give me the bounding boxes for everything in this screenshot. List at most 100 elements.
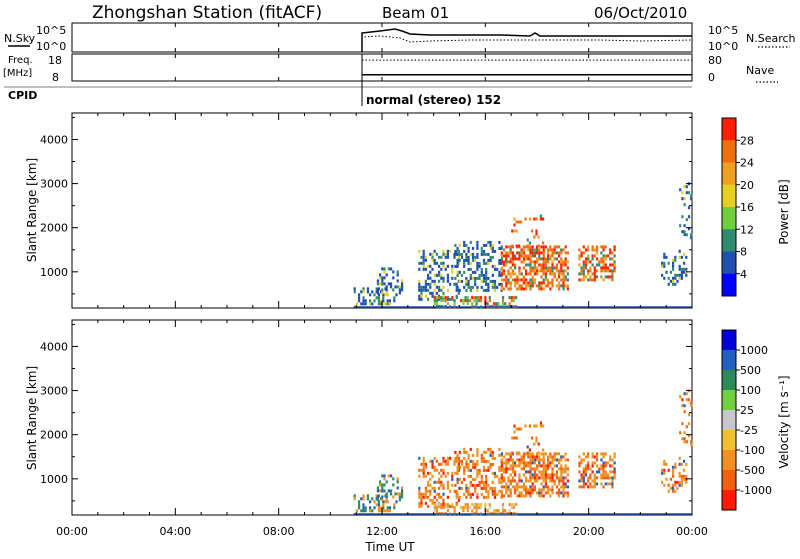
heatmap-cell bbox=[521, 458, 523, 461]
heatmap-cell bbox=[487, 302, 489, 305]
heatmap-cell bbox=[594, 485, 596, 488]
heatmap-cell bbox=[489, 296, 491, 299]
heatmap-cell bbox=[434, 466, 436, 469]
heatmap-cell bbox=[551, 278, 553, 281]
heatmap-cell bbox=[418, 475, 420, 478]
heatmap-cell bbox=[603, 461, 605, 464]
heatmap-cell bbox=[507, 488, 509, 491]
heatmap-cell bbox=[459, 451, 461, 454]
heatmap-cell bbox=[492, 265, 494, 268]
heatmap-cell bbox=[529, 284, 531, 287]
heatmap-cell bbox=[556, 491, 558, 494]
heatmap-cell bbox=[529, 488, 531, 491]
heatmap-cell bbox=[427, 283, 429, 286]
heatmap-cell bbox=[529, 467, 531, 470]
heatmap-cell bbox=[481, 460, 483, 463]
heatmap-cell bbox=[485, 460, 487, 463]
heatmap-cell bbox=[538, 284, 540, 287]
heatmap-cell bbox=[386, 492, 388, 495]
heatmap-cell bbox=[431, 463, 433, 466]
heatmap-cell bbox=[457, 478, 459, 481]
heatmap-cell bbox=[605, 245, 607, 248]
heatmap-cell bbox=[686, 233, 688, 236]
heatmap-cell bbox=[505, 461, 507, 464]
heatmap-cell bbox=[549, 287, 551, 290]
heatmap-cell bbox=[567, 278, 569, 281]
heatmap-cell bbox=[463, 478, 465, 481]
heatmap-cell bbox=[521, 491, 523, 494]
heatmap-cell bbox=[562, 269, 564, 272]
freq-panel bbox=[72, 54, 692, 81]
heatmap-cell bbox=[523, 485, 525, 488]
heatmap-cell bbox=[538, 464, 540, 467]
heatmap-cell bbox=[487, 493, 489, 496]
heatmap-cell bbox=[504, 302, 506, 305]
heatmap-cell bbox=[672, 277, 674, 280]
heatmap-cell bbox=[543, 257, 545, 260]
heatmap-cell bbox=[603, 278, 605, 281]
heatmap-cell bbox=[532, 488, 534, 491]
heatmap-cell bbox=[420, 463, 422, 466]
heatmap-cell bbox=[556, 452, 558, 455]
heatmap-cell bbox=[511, 245, 513, 248]
heatmap-cell bbox=[672, 262, 674, 265]
heatmap-cell bbox=[529, 242, 531, 245]
heatmap-cell bbox=[489, 299, 491, 302]
heatmap-cell bbox=[512, 278, 514, 281]
heatmap-cell bbox=[510, 491, 512, 494]
heatmap-cell bbox=[505, 491, 507, 494]
heatmap-cell bbox=[501, 476, 503, 479]
heatmap-cell bbox=[487, 448, 489, 451]
heatmap-cell bbox=[399, 495, 401, 498]
heatmap-cell bbox=[490, 487, 492, 490]
heatmap-cell bbox=[474, 280, 476, 283]
heatmap-cell bbox=[476, 463, 478, 466]
heatmap-cell bbox=[442, 265, 444, 268]
heatmap-cell bbox=[447, 503, 449, 506]
heatmap-cell bbox=[395, 500, 397, 503]
heatmap-cell bbox=[556, 251, 558, 254]
heatmap-cell bbox=[594, 248, 596, 251]
heatmap-cell bbox=[611, 476, 613, 479]
heatmap-cell bbox=[490, 247, 492, 250]
heatmap-cell bbox=[607, 254, 609, 257]
heatmap-cell bbox=[587, 476, 589, 479]
heatmap-cell bbox=[369, 509, 371, 512]
heatmap-cell bbox=[425, 289, 427, 292]
heatmap-cell bbox=[507, 269, 509, 272]
heatmap-cell bbox=[449, 250, 451, 253]
heatmap-cell bbox=[449, 490, 451, 493]
heatmap-cell bbox=[600, 269, 602, 272]
y-tick-label: 2000 bbox=[40, 429, 68, 442]
heatmap-cell bbox=[583, 473, 585, 476]
heatmap-cell bbox=[505, 275, 507, 278]
heatmap-cell bbox=[594, 455, 596, 458]
heatmap-cell bbox=[518, 269, 520, 272]
heatmap-cell bbox=[463, 265, 465, 268]
heatmap-cell bbox=[479, 265, 481, 268]
heatmap-cell bbox=[684, 233, 686, 236]
heatmap-cell bbox=[418, 298, 420, 301]
heatmap-cell bbox=[487, 509, 489, 512]
heatmap-cell bbox=[578, 470, 580, 473]
heatmap-cell bbox=[461, 481, 463, 484]
heatmap-cell bbox=[470, 496, 472, 499]
heatmap-cell bbox=[683, 475, 685, 478]
heatmap-cell bbox=[556, 470, 558, 473]
heatmap-cell bbox=[587, 257, 589, 260]
heatmap-cell bbox=[594, 473, 596, 476]
heatmap-cell bbox=[690, 194, 692, 197]
colorbar-tick-label: 8 bbox=[740, 246, 747, 259]
heatmap-cell bbox=[538, 263, 540, 266]
heatmap-cell bbox=[511, 299, 513, 302]
heatmap-cell bbox=[536, 272, 538, 275]
heatmap-cell bbox=[547, 461, 549, 464]
heatmap-cell bbox=[558, 494, 560, 497]
velocity-colorbar-label: Velocity [m s⁻¹] bbox=[777, 375, 791, 468]
heatmap-cell bbox=[512, 467, 514, 470]
heatmap-cell bbox=[614, 473, 616, 476]
heatmap-cell bbox=[418, 250, 420, 253]
heatmap-cell bbox=[423, 289, 425, 292]
heatmap-cell bbox=[431, 502, 433, 505]
heatmap-cell bbox=[609, 470, 611, 473]
